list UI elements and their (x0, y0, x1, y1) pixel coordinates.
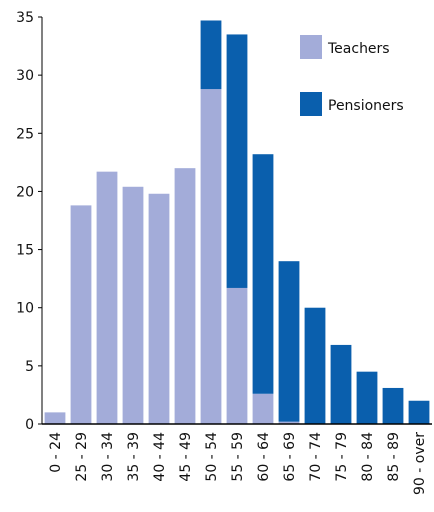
x-tick-label: 65 - 69 (282, 432, 298, 482)
x-tick-label: 80 - 84 (360, 432, 376, 482)
bar (44, 412, 66, 424)
x-tick-label: 70 - 74 (308, 432, 324, 482)
x-tick-label: 40 - 44 (152, 432, 168, 482)
legend-swatch (300, 92, 322, 116)
bar (278, 421, 300, 424)
legend-label: Teachers (327, 41, 390, 57)
x-tick-label: 45 - 49 (178, 432, 194, 482)
bar (174, 168, 196, 424)
bar (382, 387, 404, 424)
bar (96, 171, 118, 424)
y-tick-label: 35 (16, 10, 34, 26)
y-tick-label: 20 (16, 184, 34, 200)
bar (70, 205, 92, 424)
legend-label: Pensioners (328, 98, 404, 114)
bar (252, 154, 274, 394)
x-tick-label: 55 - 59 (230, 432, 246, 482)
bar (408, 400, 430, 424)
x-tick-label: 50 - 54 (204, 432, 220, 482)
x-tick-label: 75 - 79 (334, 432, 350, 482)
bar (330, 344, 352, 424)
bar (304, 307, 326, 424)
x-tick-label: 25 - 29 (74, 432, 90, 482)
legend-swatch (300, 35, 322, 59)
bar (278, 261, 300, 422)
x-tick-label: 30 - 34 (100, 432, 116, 482)
x-tick-label: 85 - 89 (386, 432, 402, 482)
bar (122, 186, 144, 424)
y-tick-label: 30 (16, 68, 34, 84)
x-tick-label: 0 - 24 (48, 432, 64, 473)
y-tick-label: 15 (16, 243, 34, 259)
y-tick-label: 5 (25, 359, 34, 375)
bar (356, 371, 378, 424)
bar (226, 287, 248, 424)
x-tick-label: 35 - 39 (126, 432, 142, 482)
y-tick-label: 10 (16, 301, 34, 317)
bar (252, 393, 274, 424)
y-tick-label: 0 (25, 417, 34, 433)
bar (200, 20, 222, 90)
y-tick-label: 25 (16, 126, 34, 142)
bar (200, 89, 222, 425)
x-tick-label: 60 - 64 (256, 432, 272, 482)
x-tick-label: 90 - over (412, 432, 428, 495)
bar (148, 193, 170, 424)
bar (226, 34, 248, 288)
